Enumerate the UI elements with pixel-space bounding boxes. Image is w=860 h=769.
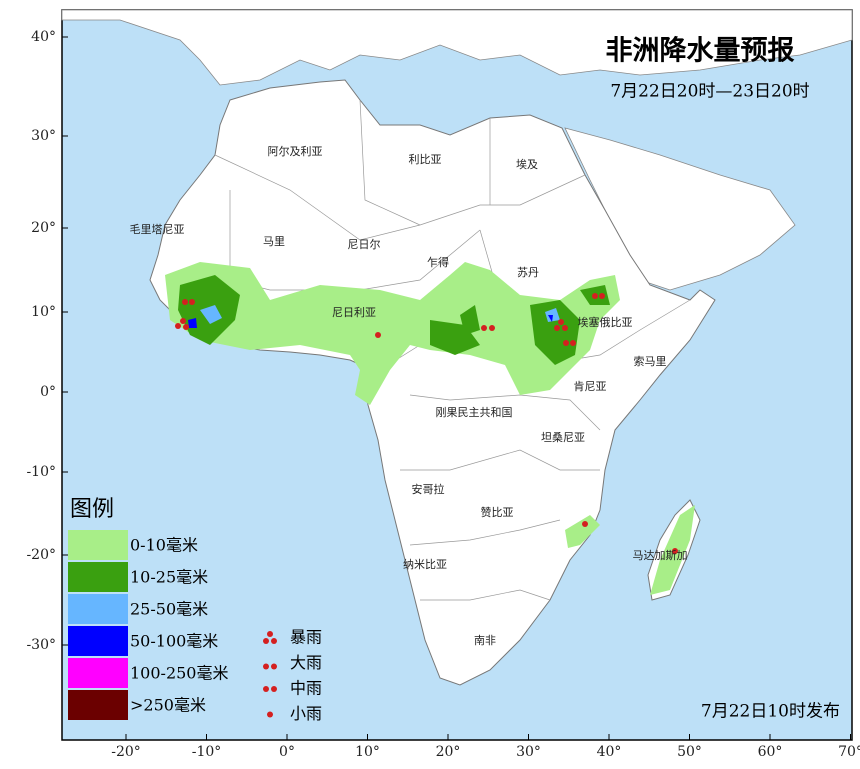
issued-date: 7月22日10时发布 (701, 702, 840, 722)
country-label: 纳米比亚 (403, 558, 447, 571)
legend-swatch (68, 530, 128, 560)
axis-ticks: 40° 30° 20° 10° 0° -10° -20° -30° -20° -10° 0° 10° 2… (26, 29, 860, 760)
europe (61, 9, 853, 86)
legend: 0-10毫米 10-25毫米 25-50毫米 50-100毫米 100-250毫米 >25… (68, 530, 322, 723)
country-label: 肯尼亚 (574, 380, 607, 393)
lat-label: 30° (31, 128, 56, 144)
country-label: 乍得 (427, 255, 449, 269)
rain-symbol (271, 663, 277, 670)
rain-symbol (263, 686, 269, 692)
country-label: 尼日利亚 (332, 306, 376, 319)
map-subtitle: 7月22日20时—23日20时 (610, 82, 809, 102)
country-label: 埃塞俄比亚 (578, 315, 633, 329)
country-label: 尼日尔 (348, 238, 381, 251)
rain-symbol (271, 638, 277, 644)
country-label: 南非 (474, 634, 496, 647)
legend-label: 100-250毫米 (130, 664, 229, 683)
country-label: 利比亚 (409, 153, 442, 166)
rain-label: 小雨 (290, 704, 322, 723)
rain-symbol (263, 638, 269, 644)
legend-swatch (68, 594, 128, 624)
lat-label: -20° (26, 547, 56, 563)
lat-label: 10° (31, 304, 56, 320)
country-label: 安哥拉 (412, 482, 445, 496)
lon-label: -20° (111, 744, 141, 760)
country-label: 毛里塔尼亚 (130, 223, 185, 236)
legend-label: >250毫米 (130, 696, 206, 715)
country-label: 马里 (263, 235, 285, 248)
lon-label: 70° (838, 744, 860, 760)
legend-label: 10-25毫米 (130, 568, 208, 587)
lat-label: 20° (31, 220, 56, 236)
lon-label: -10° (192, 744, 222, 760)
legend-swatch (68, 690, 128, 720)
lon-label: 60° (758, 744, 783, 760)
lon-label: 10° (355, 744, 380, 760)
country-label: 索马里 (634, 354, 667, 368)
lon-label: 0° (279, 744, 295, 760)
country-label: 阿尔及利亚 (268, 145, 323, 158)
rain-symbol (271, 686, 277, 692)
rain-label: 暴雨 (290, 628, 322, 647)
rain-label: 中雨 (290, 679, 322, 698)
lat-label: 40° (31, 29, 56, 45)
country-label: 马达加斯加 (633, 549, 688, 562)
rain-areas (165, 262, 695, 595)
legend-title: 图例 (70, 497, 114, 522)
legend-swatch (68, 626, 128, 656)
country-label: 埃及 (516, 157, 538, 171)
legend-label: 25-50毫米 (130, 600, 208, 619)
lon-label: 30° (516, 744, 541, 760)
lat-label: -30° (26, 637, 56, 653)
rain-symbol (263, 663, 269, 670)
legend-label: 0-10毫米 (130, 536, 198, 555)
lat-label: 0° (40, 384, 56, 400)
legend-swatch (68, 658, 128, 688)
rain-label: 大雨 (290, 653, 322, 672)
country-label: 苏丹 (517, 266, 539, 279)
legend-label: 50-100毫米 (130, 632, 218, 651)
rain-dots (175, 293, 678, 554)
legend-swatch (68, 562, 128, 592)
rain-symbol (267, 631, 273, 637)
rain-symbol (267, 711, 273, 718)
lon-label: 50° (677, 744, 702, 760)
lon-label: 20° (436, 744, 461, 760)
country-label: 赞比亚 (481, 506, 514, 519)
lat-label: -10° (26, 464, 56, 480)
lon-label: 40° (597, 744, 622, 760)
map-title: 非洲降水量预报 (606, 36, 795, 67)
country-label: 坦桑尼亚 (541, 430, 585, 444)
country-label: 刚果民主共和国 (436, 406, 513, 419)
